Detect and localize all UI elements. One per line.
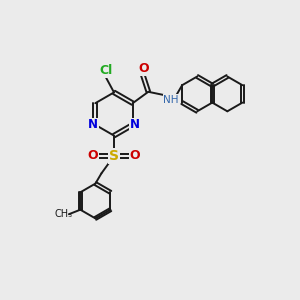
Text: O: O [139, 62, 149, 75]
Text: NH: NH [164, 95, 179, 105]
Text: N: N [130, 118, 140, 131]
Text: Cl: Cl [99, 64, 112, 77]
Text: O: O [88, 149, 98, 163]
Text: CH₃: CH₃ [55, 209, 73, 219]
Text: N: N [88, 118, 98, 131]
Text: S: S [109, 149, 119, 163]
Text: O: O [130, 149, 140, 163]
